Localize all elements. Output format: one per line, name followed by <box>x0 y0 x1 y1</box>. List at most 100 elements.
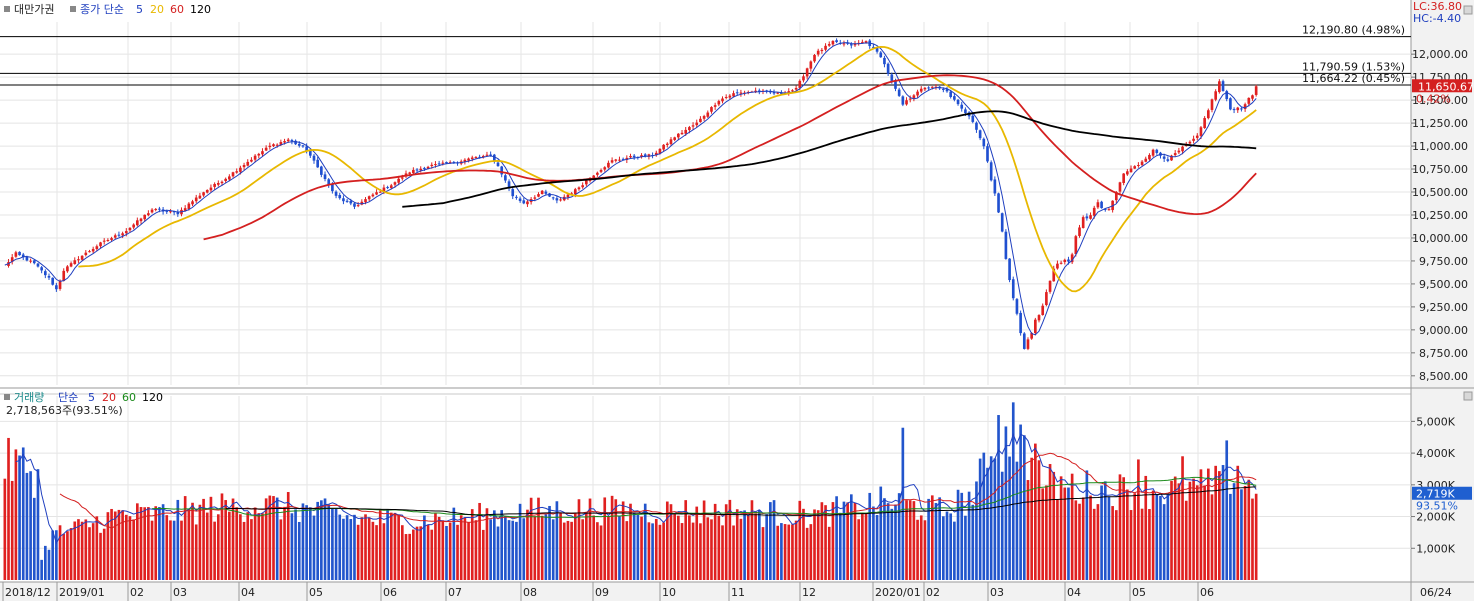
volume-bar <box>849 494 853 580</box>
reference-line-label: 12,190.80 (4.98%) <box>1302 24 1405 37</box>
volume-bar <box>202 498 205 580</box>
volume-bar <box>688 515 691 580</box>
volume-bar <box>691 522 695 580</box>
candle-body <box>665 143 669 146</box>
volume-bar <box>95 516 99 580</box>
volume-bar <box>1195 485 1199 580</box>
legend-marker <box>4 6 10 12</box>
candle-body <box>993 179 997 194</box>
price-panel-menu-icon[interactable] <box>1463 5 1473 15</box>
time-tick-label: 02 <box>130 586 144 599</box>
candle-body <box>66 266 69 272</box>
candle-body <box>592 175 596 179</box>
candle-body <box>29 260 32 262</box>
candle-body <box>1206 110 1210 119</box>
candle-body <box>1148 154 1151 160</box>
volume-bar <box>838 512 842 580</box>
volume-bar <box>934 502 938 580</box>
candle-body <box>88 251 91 253</box>
volume-bar <box>1004 426 1008 580</box>
volume-bar <box>750 500 754 580</box>
candle-body <box>1081 217 1085 228</box>
volume-bar <box>1022 435 1026 580</box>
candle-body <box>559 199 562 201</box>
candle-body <box>10 257 14 262</box>
candle-body <box>1232 109 1236 111</box>
price-legend-period-120: 120 <box>190 3 211 16</box>
volume-bar <box>1118 474 1122 580</box>
volume-tick-label: 1,000K <box>1416 542 1455 555</box>
volume-bar <box>728 499 732 580</box>
volume-bar <box>312 515 316 580</box>
volume-bar <box>1218 471 1221 580</box>
volume-bar <box>66 531 69 580</box>
candle-body <box>224 178 227 181</box>
candle-body <box>930 86 934 88</box>
volume-bar <box>305 505 308 580</box>
candle-body <box>194 197 198 202</box>
volume-panel-menu-icon[interactable] <box>1463 391 1473 401</box>
current-volume-badge: 2,719K 93.51% <box>1412 486 1472 513</box>
candle-body <box>735 92 739 94</box>
volume-bar <box>286 492 290 580</box>
price-tick-label: 9,000.00 <box>1419 324 1468 337</box>
volume-bar <box>216 514 220 580</box>
volume-bar <box>507 520 511 580</box>
candle-body <box>312 155 316 161</box>
volume-bar <box>794 520 798 580</box>
candle-body <box>798 80 802 88</box>
time-tick-label: 10 <box>662 586 676 599</box>
volume-bar <box>412 529 415 580</box>
volume-bar <box>257 513 261 580</box>
candle-body <box>128 227 132 231</box>
volume-bar <box>124 514 128 580</box>
candle-body <box>1118 182 1122 192</box>
volume-bar <box>246 512 250 580</box>
lc-label: LC:36.80 <box>1413 0 1462 13</box>
candle-body <box>235 171 239 173</box>
volume-bar <box>132 519 135 580</box>
candle-body <box>84 252 88 256</box>
candle-body <box>1114 192 1118 201</box>
time-tick-label: 08 <box>523 586 537 599</box>
volume-bar <box>62 533 66 580</box>
reference-line-label: 11,790.59 (1.53%) <box>1302 60 1405 73</box>
candle-body <box>1251 95 1254 99</box>
hc-label: HC:-4.40 <box>1413 12 1461 25</box>
volume-bar <box>890 508 894 580</box>
candle-body <box>1133 166 1137 169</box>
volume-bar <box>445 525 448 580</box>
volume-bar <box>872 506 875 580</box>
volume-bar <box>158 507 161 580</box>
volume-bar <box>147 507 150 580</box>
candle-body <box>21 254 25 258</box>
volume-bar <box>272 496 275 580</box>
volume-bar <box>699 523 702 580</box>
volume-bar <box>754 513 757 580</box>
candle-body <box>1048 280 1052 292</box>
price-legend-period-5: 5 <box>136 3 143 16</box>
legend-marker <box>70 6 76 12</box>
volume-bar <box>165 515 169 580</box>
candle-body <box>853 43 857 46</box>
volume-bar <box>1137 459 1140 580</box>
candle-body <box>172 211 176 213</box>
volume-bar <box>500 510 504 580</box>
volume-bar <box>1173 476 1177 580</box>
candle-body <box>286 139 290 142</box>
volume-bar <box>673 514 676 580</box>
volume-bar <box>805 527 809 580</box>
volume-bar <box>978 458 982 580</box>
volume-bar <box>669 504 673 580</box>
volume-bar <box>732 525 735 580</box>
candle-body <box>640 155 643 157</box>
time-tick-label: 02 <box>926 586 940 599</box>
volume-bar <box>342 518 345 580</box>
volume-bar <box>419 526 423 580</box>
volume-bar <box>268 495 272 580</box>
volume-bar <box>1052 471 1056 580</box>
volume-bar <box>139 507 143 580</box>
candle-body <box>165 211 169 213</box>
ma-line-20 <box>78 45 1257 293</box>
